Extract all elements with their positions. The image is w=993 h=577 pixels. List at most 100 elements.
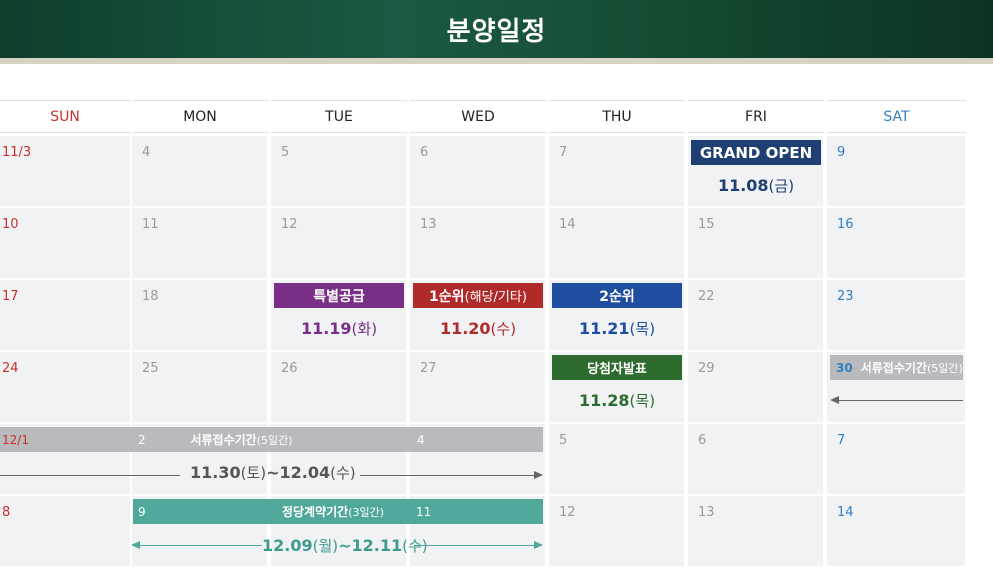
calendar-cell[interactable] [410,136,545,206]
calendar-cell[interactable] [0,496,130,566]
contract-arrow-left-head [131,541,140,549]
calendar-cell[interactable] [132,136,267,206]
day-number: 23 [837,289,854,304]
event-second-date: 11.21(목) [578,319,656,338]
event-winner-label: 당첨자발표 [587,362,647,377]
doc-week5-day-mon: 2 [138,432,146,447]
doc-start-day: 30 [836,360,853,375]
contract-day-mon: 9 [138,504,146,519]
day-number: 14 [559,217,576,232]
calendar-cell[interactable] [132,352,267,422]
day-number: 6 [698,433,707,448]
event-first-sub: (해당/기타) [464,290,527,305]
event-second-bar[interactable]: 2순위 [552,283,682,308]
calendar-cell[interactable] [0,280,130,350]
day-number: 15 [698,217,715,232]
contract-arrow-left [139,545,262,546]
calendar-cell[interactable] [132,280,267,350]
event-winner-date: 11.28(목) [578,391,656,410]
day-number: 22 [698,289,715,304]
day-header-mon: MON [132,100,268,133]
calendar-cell[interactable] [827,208,965,278]
day-number: 13 [420,217,437,232]
calendar-cell[interactable] [271,136,406,206]
page-title: 분양일정 [446,16,547,47]
calendar-cell[interactable] [549,424,684,494]
day-number: 27 [420,361,437,376]
day-number: 10 [2,217,19,232]
event-first-bar[interactable]: 1순위 (해당/기타) [413,283,543,308]
day-header-tue: TUE [271,100,407,133]
calendar-cell[interactable] [688,280,823,350]
calendar-cell[interactable] [0,352,130,422]
day-number: 25 [142,361,159,376]
calendar-cell[interactable] [132,208,267,278]
event-grand-open-bar[interactable]: GRAND OPEN [691,140,821,165]
day-number: 9 [837,145,846,160]
event-contract-bar[interactable]: 9 정당계약기간 (3일간) 11 [133,499,543,524]
day-number: 5 [559,433,568,448]
day-number: 7 [837,433,846,448]
day-number: 14 [837,505,854,520]
day-number: 29 [698,361,715,376]
page-header: 분양일정 [0,0,993,58]
header-divider [0,58,993,64]
calendar-cell[interactable] [827,496,965,566]
calendar-cell[interactable] [549,496,684,566]
event-second-label: 2순위 [599,288,635,305]
day-number: 6 [420,145,429,160]
day-number: 26 [281,361,298,376]
doc-arrow-week4 [838,400,963,401]
event-doc-bar-week4[interactable]: 30 서류접수기간 (5일간) [830,355,963,380]
calendar-cell[interactable] [410,208,545,278]
calendar-cell[interactable] [688,496,823,566]
calendar-cell[interactable] [0,136,130,206]
event-special-label: 특별공급 [313,288,365,305]
calendar-cell[interactable] [827,280,965,350]
day-number: 5 [281,145,290,160]
event-first-label: 1순위 [429,288,465,305]
event-winner-bar[interactable]: 당첨자발표 [552,355,682,380]
calendar-cell[interactable] [0,208,130,278]
doc-week5-arrow-left [0,475,180,476]
event-special-bar[interactable]: 특별공급 [274,283,404,308]
calendar-cell[interactable] [688,352,823,422]
calendar-cell[interactable] [688,424,823,494]
day-number: 7 [559,145,568,160]
event-first-date: 11.20(수) [439,319,517,338]
calendar-cell[interactable] [549,136,684,206]
day-number: 16 [837,217,854,232]
day-header-sat: SAT [827,100,966,133]
doc-week5-sub: (5일간) [256,433,293,447]
doc-week5-day-wed: 4 [417,432,425,447]
contract-sub: (3일간) [348,505,385,519]
contract-label: 정당계약기간 [281,505,349,519]
calendar-cell[interactable] [410,352,545,422]
day-number: 17 [2,289,19,304]
calendar-cell[interactable] [688,208,823,278]
day-number: 11/3 [2,145,32,160]
event-grand-open-label: GRAND OPEN [699,143,813,162]
doc-week5-range: 11.30(토)~12.04(수) [190,463,356,482]
day-number: 13 [698,505,715,520]
day-number: 24 [2,361,19,376]
contract-day-wed: 11 [416,504,432,519]
day-number: 11 [142,217,159,232]
day-number: 8 [2,505,11,520]
doc-label: 서류접수기간 [860,361,927,375]
day-number: 4 [142,145,151,160]
calendar-cell[interactable] [271,208,406,278]
event-doc-bar-week5[interactable]: 12/1 2 서류접수기간 (5일간) 4 [0,427,543,452]
doc-week5-start-day: 12/1 [2,432,29,447]
contract-arrow-right-head [534,541,543,549]
calendar-cell[interactable] [827,136,965,206]
calendar-cell[interactable] [827,424,965,494]
contract-range: 12.09(월)~12.11(수) [262,536,428,555]
day-number: 12 [281,217,298,232]
calendar-cell[interactable] [549,208,684,278]
day-number: 18 [142,289,159,304]
day-header-wed: WED [410,100,546,133]
doc-week5-label: 서류접수기간 [190,433,257,447]
doc-week5-arrow-right [360,475,535,476]
calendar-cell[interactable] [271,352,406,422]
